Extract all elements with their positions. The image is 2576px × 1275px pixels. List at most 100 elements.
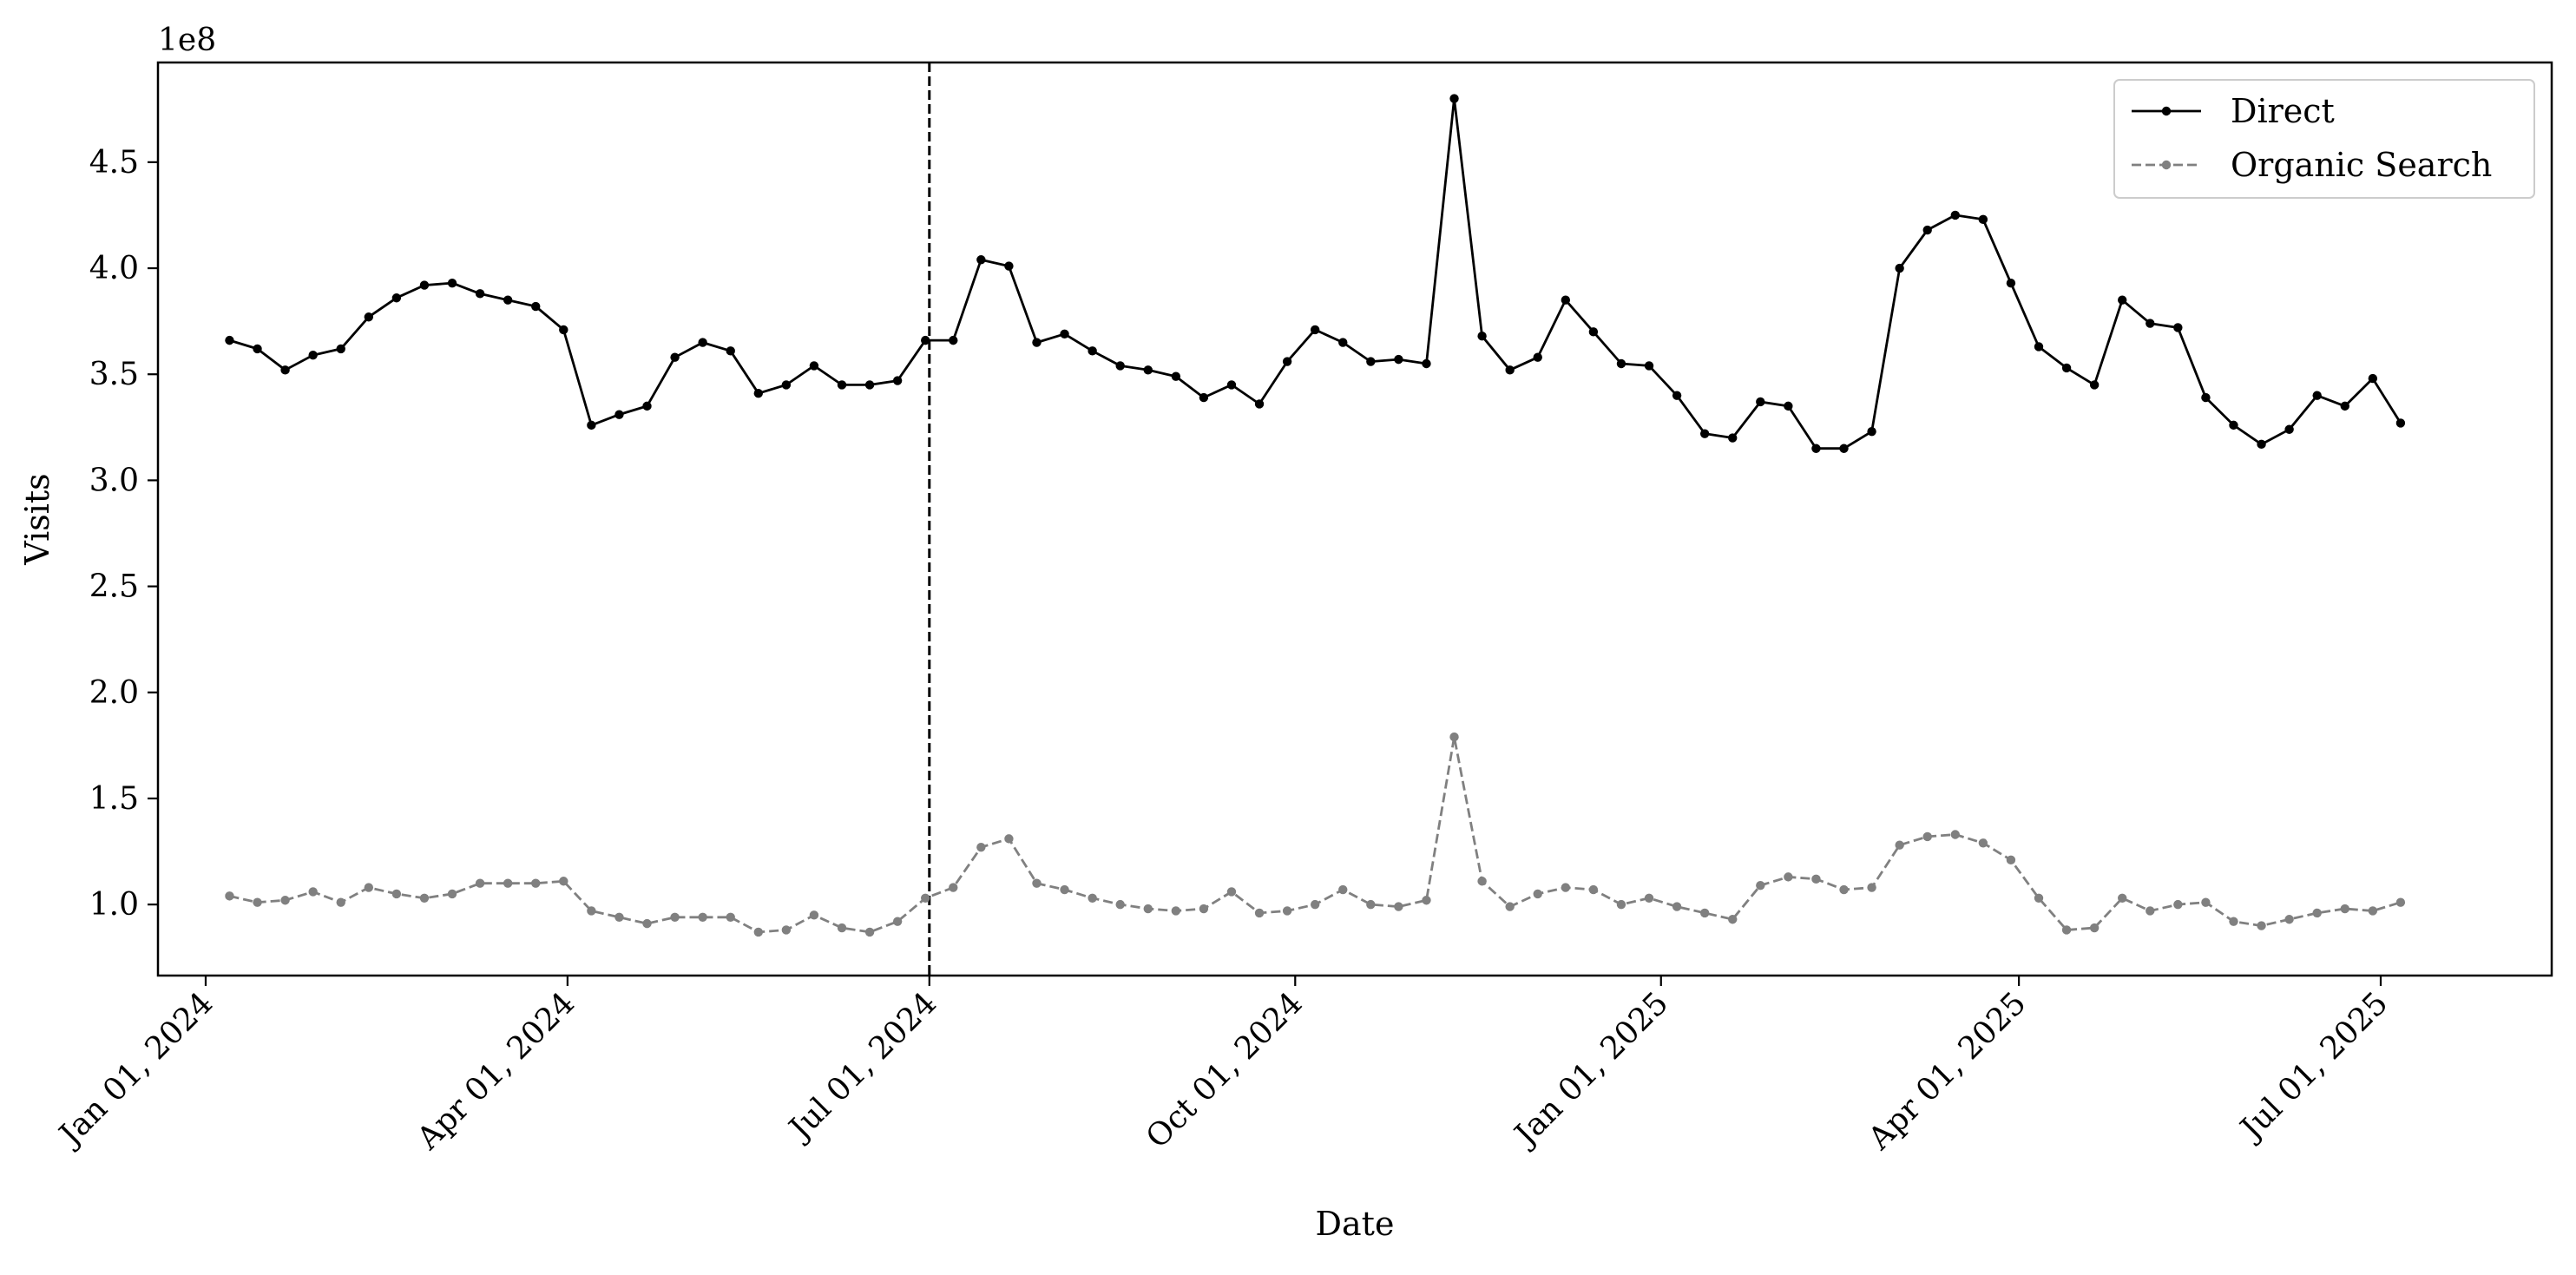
data-point-direct <box>364 312 374 322</box>
data-point-direct <box>837 380 847 390</box>
legend: Direct Organic Search <box>2113 79 2535 199</box>
data-point-direct <box>1366 357 1376 366</box>
data-point-organic-search <box>336 897 345 907</box>
data-point-direct <box>225 335 234 345</box>
data-point-direct <box>614 410 624 419</box>
data-point-direct <box>2284 424 2294 434</box>
data-point-direct <box>2089 380 2100 390</box>
data-point-organic-search <box>2229 917 2238 926</box>
data-point-direct <box>1032 338 1042 347</box>
data-point-organic-search <box>1922 831 1932 842</box>
data-point-direct <box>2146 319 2155 328</box>
data-point-direct <box>1950 210 1960 220</box>
data-point-organic-search <box>1978 838 1988 848</box>
data-point-direct <box>2257 439 2266 450</box>
data-point-direct <box>1143 365 1153 375</box>
data-point-direct <box>1088 346 1097 356</box>
data-point-direct <box>1784 401 1793 411</box>
data-point-organic-search <box>670 912 680 922</box>
data-point-direct <box>726 346 735 356</box>
data-point-organic-search <box>2118 893 2127 904</box>
data-point-direct <box>308 351 318 360</box>
data-point-direct <box>2118 295 2127 305</box>
data-point-organic-search <box>2368 906 2378 916</box>
data-point-direct <box>1477 332 1487 341</box>
data-point-organic-search <box>1115 899 1125 910</box>
data-point-direct <box>559 325 568 335</box>
data-point-organic-search <box>1644 893 1654 904</box>
data-point-organic-search <box>1143 904 1153 914</box>
y-tick-label: 3.0 <box>89 463 139 498</box>
data-point-direct <box>336 344 345 354</box>
data-point-organic-search <box>1950 830 1960 839</box>
data-point-organic-search <box>225 891 234 901</box>
data-point-organic-search <box>503 878 513 888</box>
data-point-direct <box>2034 342 2044 352</box>
y-tick-label: 1.0 <box>89 887 139 923</box>
y-tick-label: 4.5 <box>89 145 139 181</box>
y-tick-label: 2.5 <box>89 569 139 605</box>
data-point-organic-search <box>2312 908 2322 918</box>
data-point-organic-search <box>475 878 485 888</box>
data-point-organic-search <box>2340 904 2349 914</box>
data-point-direct <box>1394 354 1403 365</box>
data-point-organic-search <box>2034 893 2044 904</box>
data-point-organic-search <box>1728 915 1738 924</box>
data-point-organic-search <box>2061 925 2072 935</box>
data-point-direct <box>1338 338 1348 347</box>
y-axis-title: Visits <box>18 473 56 565</box>
data-point-organic-search <box>1533 889 1542 899</box>
data-point-direct <box>753 389 763 398</box>
data-point-organic-search <box>698 912 707 922</box>
data-point-direct <box>698 338 707 347</box>
data-point-organic-search <box>921 893 930 904</box>
data-point-organic-search <box>1226 887 1237 897</box>
data-point-organic-search <box>531 878 541 888</box>
data-point-organic-search <box>1756 880 1765 891</box>
data-point-organic-search <box>1060 884 1069 895</box>
data-point-direct <box>2312 391 2322 400</box>
data-point-organic-search <box>1477 877 1487 886</box>
legend-label: Direct <box>2231 92 2335 130</box>
data-point-direct <box>1449 94 1459 103</box>
legend-label: Organic Search <box>2231 146 2492 184</box>
data-point-organic-search <box>753 927 763 937</box>
data-point-organic-search <box>1616 899 1626 910</box>
data-point-direct <box>2173 323 2183 332</box>
data-point-organic-search <box>280 896 290 905</box>
plot-area <box>225 62 2406 976</box>
data-point-direct <box>1756 397 1765 407</box>
legend-swatch-marker <box>2161 106 2172 116</box>
data-point-direct <box>253 344 262 354</box>
y-tick-label: 2.0 <box>89 675 139 711</box>
data-point-direct <box>976 255 986 265</box>
data-point-direct <box>280 365 290 375</box>
legend-box <box>2113 79 2535 199</box>
data-point-direct <box>1505 365 1515 375</box>
data-point-organic-search <box>1867 883 1876 892</box>
data-point-direct <box>2340 401 2349 411</box>
data-point-organic-search <box>809 910 819 920</box>
data-point-direct <box>642 401 652 411</box>
data-point-organic-search <box>2395 897 2406 907</box>
data-point-direct <box>1811 444 1821 453</box>
data-point-direct <box>419 280 430 290</box>
data-point-organic-search <box>1366 899 1376 910</box>
y-tick-label: 1.5 <box>89 781 139 817</box>
data-point-organic-search <box>1422 896 1431 905</box>
y-tick-label: 4.0 <box>89 251 139 286</box>
data-point-organic-search <box>837 923 847 933</box>
data-point-direct <box>1060 329 1069 338</box>
data-point-organic-search <box>1588 884 1599 895</box>
data-point-organic-search <box>447 889 457 899</box>
data-point-direct <box>2061 363 2072 373</box>
data-point-direct <box>781 380 792 390</box>
data-point-organic-search <box>1784 872 1793 882</box>
data-point-direct <box>670 352 680 362</box>
data-point-direct <box>1533 352 1542 362</box>
y-axis-offset-label: 1e8 <box>158 23 216 58</box>
data-point-direct <box>2395 418 2406 428</box>
data-point-organic-search <box>1449 732 1459 742</box>
